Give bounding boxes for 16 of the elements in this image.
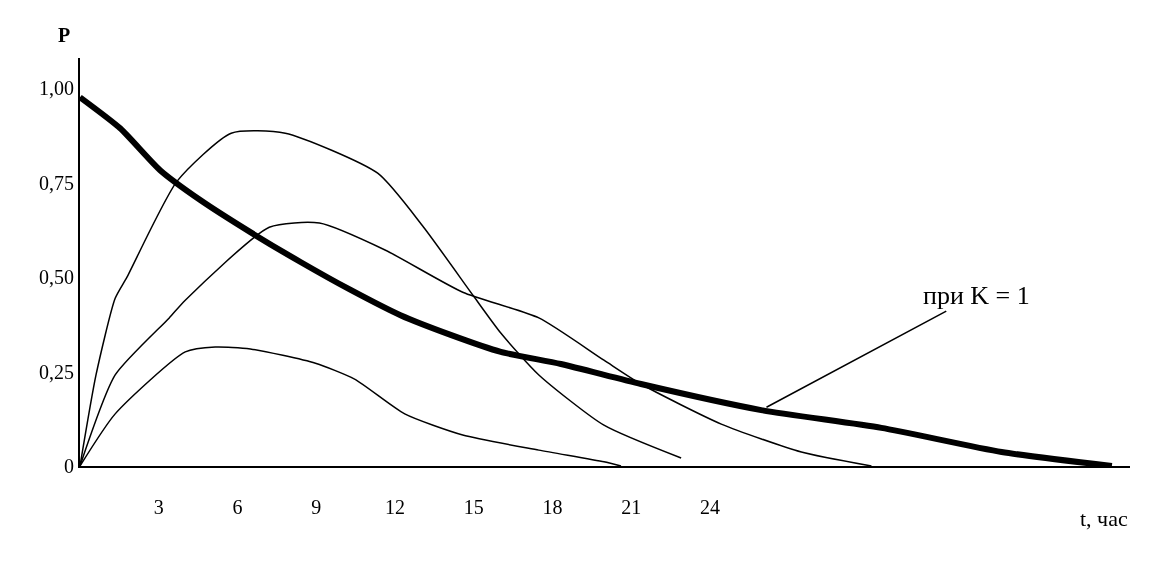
x-tick-label: 3	[153, 496, 164, 518]
x-axis-title: t, час	[1080, 506, 1128, 531]
x-tick-label: 15	[463, 496, 484, 518]
x-tick-label: 12	[385, 496, 405, 518]
x-tick-label: 21	[621, 496, 642, 518]
y-tick-label: 0,50	[39, 266, 74, 289]
x-tick-label: 6	[232, 496, 243, 518]
x-tick-label: 9	[311, 496, 322, 518]
annotation: при K = 1	[923, 281, 1030, 310]
y-tick-label: 0,25	[39, 360, 74, 383]
y-axis-title: P	[58, 24, 71, 46]
y-tick-label: 0	[64, 455, 74, 477]
y-tick-label: 1,00	[39, 77, 74, 100]
x-tick-label: 18	[542, 496, 563, 518]
x-tick-label: 24	[700, 496, 720, 518]
y-tick-label: 0,75	[39, 171, 74, 194]
